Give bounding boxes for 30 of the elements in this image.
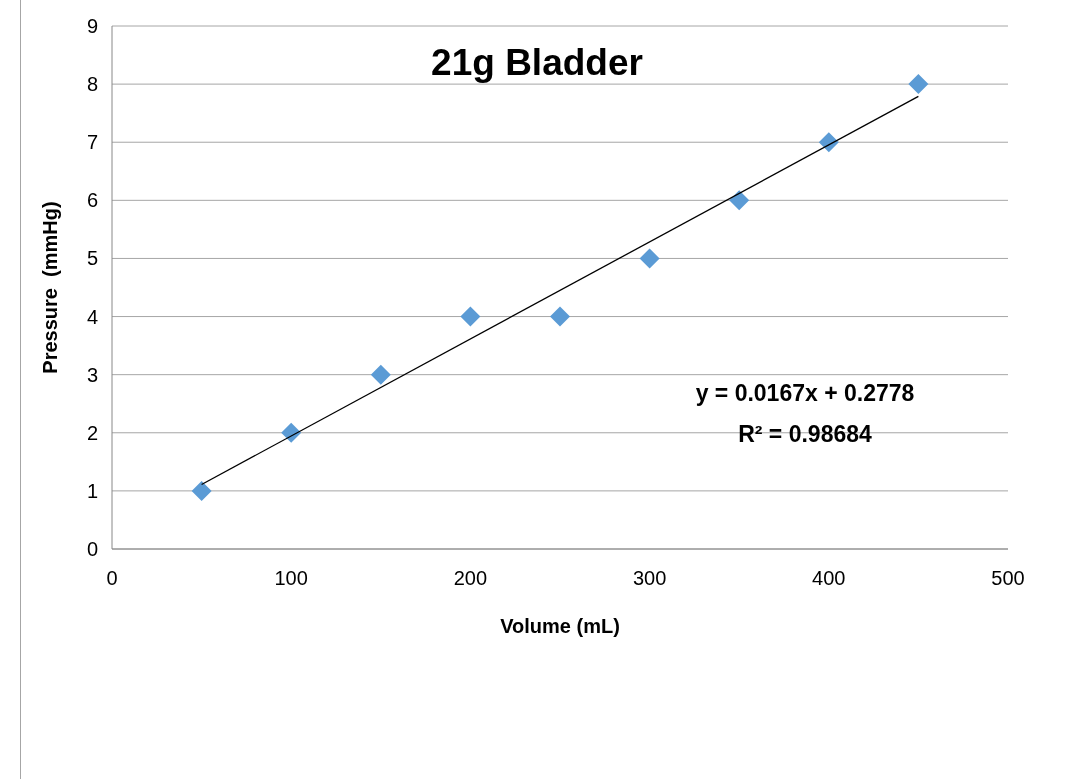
point <box>370 364 391 385</box>
x-tick-label: 300 <box>632 567 667 589</box>
point <box>281 422 302 443</box>
y-tick-label: 7 <box>86 131 98 154</box>
y-tick-label: 3 <box>86 363 98 386</box>
y-tick-label: 8 <box>86 73 98 96</box>
y-tick-label: 9 <box>86 15 98 37</box>
x-axis-title: Volume (mL) <box>500 615 620 637</box>
x-tick-label: 500 <box>991 567 1025 589</box>
x-tick-label: 0 <box>106 567 118 589</box>
point <box>729 190 750 211</box>
y-tick-label: 5 <box>86 247 98 270</box>
y-axis-title: Pressure (mmHg) <box>39 201 61 374</box>
y-tick-label: 4 <box>86 305 98 328</box>
y-tick-label: 1 <box>86 479 98 502</box>
annotation: y = 0.0167x + 0.2778 <box>695 380 915 406</box>
x-tick-label: 400 <box>812 567 846 589</box>
y-tick-label: 0 <box>86 538 98 560</box>
point <box>460 306 481 327</box>
annotation: R² = 0.98684 <box>738 421 873 447</box>
y-tick-label: 6 <box>86 189 98 212</box>
point <box>550 306 570 327</box>
chart-title: 21g Bladder <box>431 42 643 83</box>
x-tick-label: 200 <box>453 567 488 589</box>
point <box>818 132 839 153</box>
x-tick-label: 100 <box>274 567 308 589</box>
y-tick-label: 2 <box>86 421 98 444</box>
point <box>639 248 660 269</box>
point <box>908 74 929 95</box>
point <box>191 480 212 501</box>
